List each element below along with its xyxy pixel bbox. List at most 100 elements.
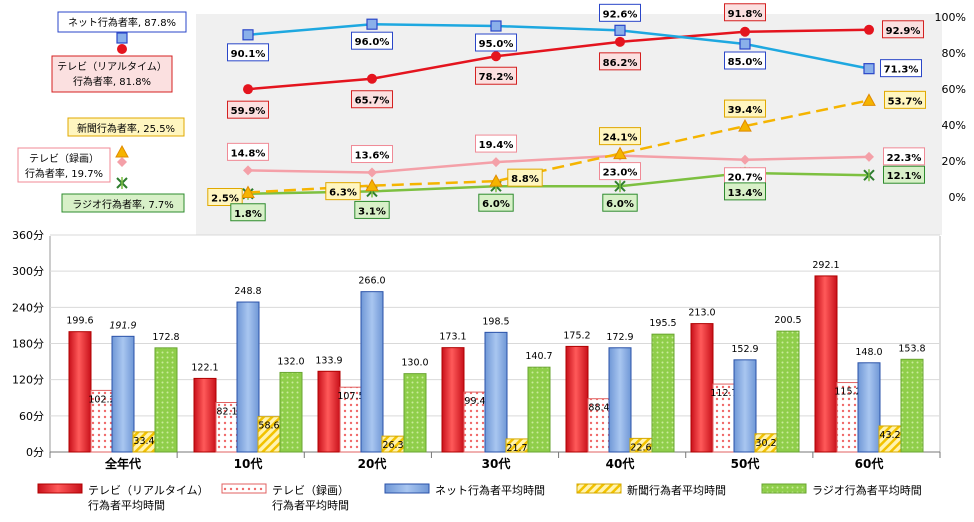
label-text: 85.0% [728, 57, 763, 68]
overall-marker [117, 44, 127, 54]
label-text: 95.0% [479, 39, 514, 50]
label-text: 71.3% [884, 65, 919, 76]
x-tick-label: 全年代 [104, 456, 141, 471]
bar-value-label: 191.9 [109, 320, 136, 331]
label-text: 20.7% [728, 173, 763, 184]
bar-dotted-green [403, 373, 427, 453]
line-y-tick-label: 80% [942, 47, 966, 60]
line-marker [615, 36, 625, 47]
label-box [354, 200, 390, 219]
line-marker [365, 178, 379, 192]
label-box [478, 193, 514, 212]
line-value-label: 23.0% [599, 162, 641, 181]
bar-value-label: 195.5 [649, 318, 676, 329]
label-box [883, 165, 925, 184]
line-marker [243, 165, 253, 176]
overall-label-box [17, 147, 111, 183]
label-text: 6.0% [606, 199, 634, 210]
line-value-label: 39.4% [724, 99, 766, 118]
line-value-label: 86.2% [599, 52, 641, 71]
label-text: 78.2% [479, 72, 514, 83]
bar-value-label: 43.2 [879, 430, 900, 441]
line-value-label: 90.1% [227, 43, 269, 62]
label-text: 2.5% [211, 194, 239, 205]
label-box [724, 3, 766, 22]
bar-dotted-green [776, 330, 800, 453]
legend-item: 新聞行為者平均時間 [576, 483, 726, 497]
bar-value-label: 122.1 [191, 362, 218, 373]
line-marker [490, 20, 502, 32]
bar-y-tick-label: 0分 [26, 446, 44, 459]
bar-dotted-green [900, 358, 924, 453]
line-marker [367, 73, 377, 84]
legend-swatch [384, 483, 430, 494]
bar-blue [733, 359, 757, 453]
overall-label-text: 行為者率, 19.7% [25, 167, 103, 180]
label-text: 19.4% [479, 140, 514, 151]
line-value-label: 19.4% [475, 134, 517, 153]
bar-value-label: 33.4 [133, 436, 154, 447]
label-box [351, 90, 393, 109]
line-series [247, 154, 870, 174]
label-text: 12.1% [887, 171, 922, 182]
line-value-label: 6.0% [478, 193, 514, 212]
label-text: 6.3% [329, 188, 357, 199]
x-tick-label: 60代 [855, 456, 884, 471]
line-marker [491, 51, 501, 62]
label-box [724, 182, 766, 201]
overall-marker [115, 144, 129, 158]
label-text: 65.7% [355, 96, 390, 107]
bar-value-label: 107.5 [337, 391, 364, 402]
legend-label: ラジオ行為者平均時間 [812, 483, 922, 497]
line-value-label: 8.8% [507, 168, 543, 187]
legend-label: 行為者平均時間 [272, 498, 349, 512]
label-text: 59.9% [231, 106, 266, 117]
line-y-tick-label: 20% [942, 155, 966, 168]
bar-value-label: 133.9 [315, 355, 342, 366]
line-plot-shaded-area [196, 14, 942, 235]
bar-value-label: 200.5 [774, 315, 801, 326]
line-value-label: 92.6% [599, 3, 641, 22]
legend-item: ラジオ行為者平均時間 [761, 483, 922, 497]
bar-value-label: 30.2 [755, 438, 776, 449]
label-text: 13.4% [728, 188, 763, 199]
line-marker [241, 185, 255, 198]
label-box [475, 66, 517, 85]
legend-label: テレビ（録画） [272, 483, 349, 497]
label-text: 39.4% [728, 105, 763, 116]
overall-marker [116, 32, 128, 44]
bar-value-label: 26.3 [382, 440, 403, 451]
bar-value-label: 172.9 [606, 332, 633, 343]
overall-marker [117, 157, 127, 167]
label-box [599, 127, 641, 146]
label-box [227, 142, 269, 161]
label-text: 92.6% [603, 9, 638, 20]
bar-red [193, 377, 217, 453]
label-box [227, 100, 269, 119]
bar-value-label: 140.7 [525, 351, 552, 362]
label-box [724, 51, 766, 70]
legend-label: ネット行為者平均時間 [435, 483, 545, 497]
bar-y-tick-label: 60分 [19, 410, 44, 423]
bar-blue [236, 301, 260, 453]
label-box [227, 43, 269, 62]
overall-label-text: 行為者率, 81.8% [73, 75, 151, 88]
line-value-label: 65.7% [351, 90, 393, 109]
label-box [882, 20, 924, 39]
bar-red [317, 370, 341, 453]
bar-value-label: 198.5 [482, 316, 509, 327]
line-value-label: 95.0% [475, 33, 517, 52]
line-marker [864, 151, 874, 162]
bar-red [814, 275, 838, 453]
line-value-label: 13.4% [724, 182, 766, 201]
line-value-label: 71.3% [880, 59, 922, 78]
bar-dotted-green [279, 371, 303, 453]
line-value-label: 13.6% [351, 145, 393, 164]
legend-swatch [37, 483, 83, 494]
label-box [602, 193, 638, 212]
overall-label-box [61, 193, 185, 213]
legend-swatch [221, 483, 267, 494]
bar-value-label: 132.0 [277, 356, 304, 367]
label-text: 22.3% [887, 153, 922, 164]
